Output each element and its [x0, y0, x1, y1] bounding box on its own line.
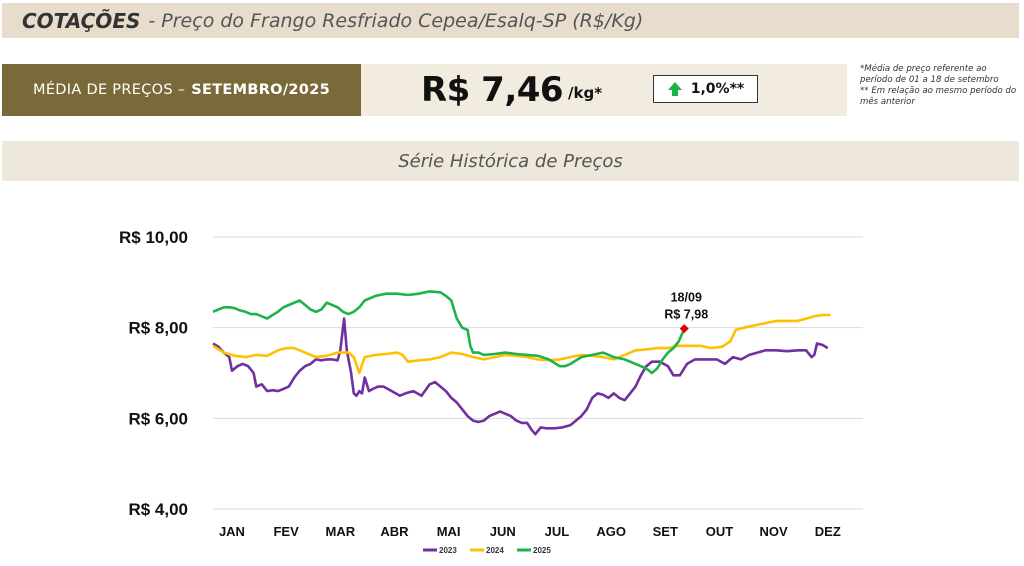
average-price-panel: R$ 7,46 /kg* 1,0%** [361, 64, 847, 116]
y-tick-label: R$ 10,00 [119, 228, 188, 247]
series-line-2024 [212, 313, 831, 375]
x-tick-label: MAR [325, 524, 355, 539]
x-tick-label: MAI [437, 524, 461, 539]
x-tick-label: JUN [490, 524, 516, 539]
annotation-marker [679, 324, 689, 334]
x-tick-label: NOV [760, 524, 789, 539]
x-tick-label: OUT [706, 524, 734, 539]
variation-badge: 1,0%** [653, 75, 758, 103]
footnote-1: *Média de preço referente ao período de … [860, 64, 999, 85]
series-title: Série Histórica de Preços [398, 150, 623, 172]
annotation-value-label: R$ 7,98 [664, 308, 708, 322]
series-title-bar: Série Histórica de Preços [2, 141, 1019, 181]
variation-value: 1,0%** [690, 81, 745, 97]
average-price-value: R$ 7,46 [421, 70, 564, 110]
arrow-up-icon [667, 82, 682, 96]
average-price-label-prefix: MÉDIA DE PREÇOS – [33, 82, 186, 98]
footnote-2: ** Em relação ao mesmo período do mês an… [860, 86, 1017, 107]
header-bar: COTAÇÕES - Preço do Frango Resfriado Cep… [2, 3, 1019, 38]
average-price-label: MÉDIA DE PREÇOS – SETEMBRO/2025 [2, 64, 361, 116]
x-tick-label: JAN [219, 524, 245, 539]
y-tick-label: R$ 4,00 [128, 500, 188, 519]
x-tick-label: SET [653, 524, 678, 539]
average-price-unit: /kg* [568, 84, 603, 102]
x-tick-label: ABR [380, 524, 409, 539]
header-title-bold: COTAÇÕES [22, 8, 141, 33]
price-line-chart: R$ 4,00 R$ 6,00 R$ 8,00 R$ 10,00 JAN FEV MAR AB… [119, 228, 863, 555]
header-title-rest: - Preço do Frango Resfriado Cepea/Esalq-… [148, 9, 644, 32]
average-price-label-period: SETEMBRO/2025 [191, 82, 330, 98]
footnotes: *Média de preço referente ao período de … [860, 64, 1020, 108]
series-line-2025 [212, 290, 686, 375]
x-tick-label: AGO [596, 524, 626, 539]
y-tick-label: R$ 6,00 [128, 409, 188, 428]
x-tick-label: DEZ [815, 524, 841, 539]
legend-label-2023: 2023 [439, 546, 457, 555]
x-tick-label: JUL [545, 524, 570, 539]
series-line-2023 [212, 317, 829, 436]
legend-label-2024: 2024 [486, 546, 504, 555]
annotation-date-label: 18/09 [671, 291, 702, 305]
y-tick-label: R$ 8,00 [128, 319, 188, 338]
x-tick-label: FEV [273, 524, 299, 539]
legend-label-2025: 2025 [533, 546, 551, 555]
